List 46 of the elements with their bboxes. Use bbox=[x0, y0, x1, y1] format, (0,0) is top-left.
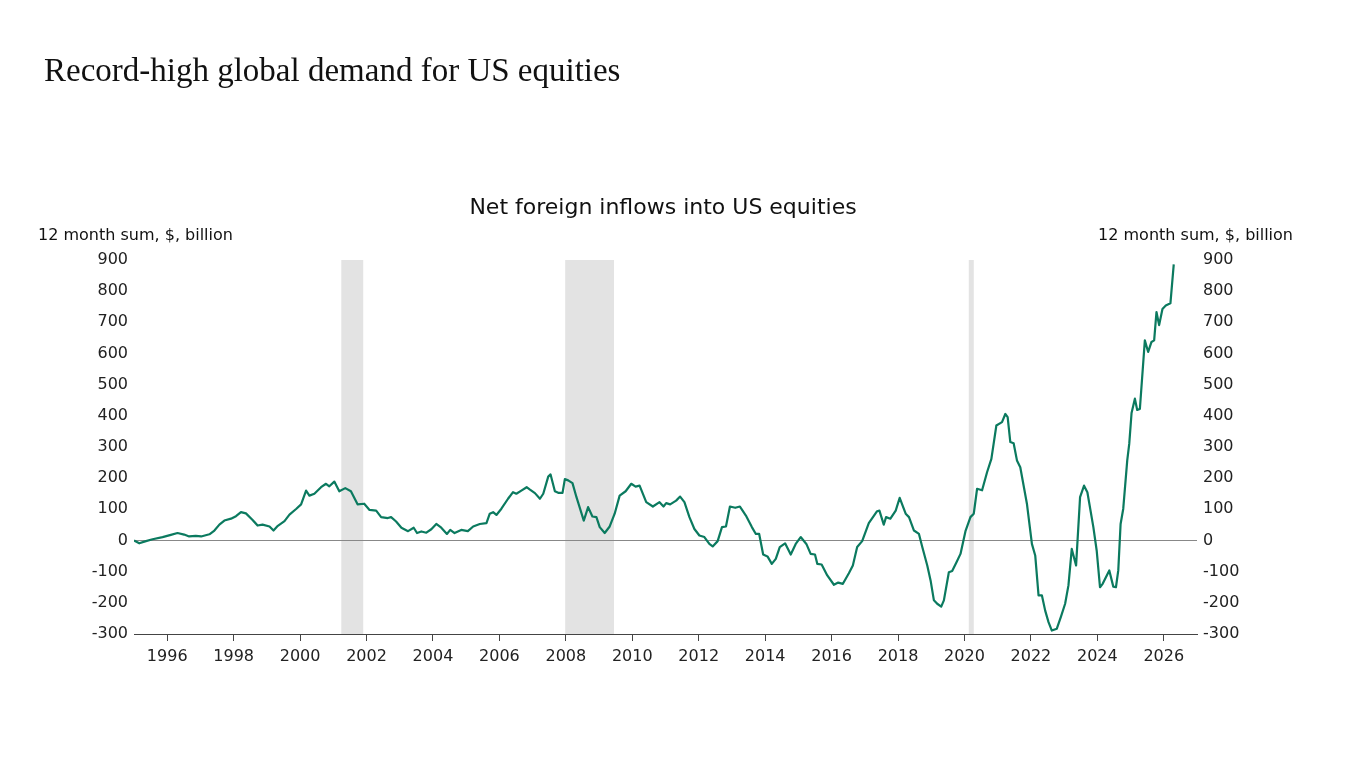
y-tick-label: 900 bbox=[97, 249, 128, 269]
x-tick-label: 2024 bbox=[1076, 645, 1118, 665]
y2-tick-label: 600 bbox=[1203, 342, 1234, 362]
y-tick-label: -300 bbox=[91, 623, 128, 643]
x-tick-label: 2008 bbox=[545, 645, 587, 665]
y-tick-label: -100 bbox=[91, 560, 128, 580]
y-tick-label: -200 bbox=[91, 591, 128, 611]
y2-tick-label: 0 bbox=[1203, 529, 1214, 549]
y2-tick-label: 400 bbox=[1203, 404, 1234, 424]
y2-tick-label: -100 bbox=[1203, 560, 1240, 580]
y-tick-label: 600 bbox=[97, 342, 128, 362]
x-tick-label: 2020 bbox=[944, 645, 985, 665]
y-tick-label: 300 bbox=[97, 436, 128, 456]
x-tick-label: 2016 bbox=[811, 645, 852, 665]
y2-tick-label: -300 bbox=[1203, 623, 1240, 643]
x-tick-label: 2000 bbox=[279, 645, 321, 665]
y-tick-label: 100 bbox=[97, 498, 128, 518]
chart-subtitle: Net foreign inflows into US equities bbox=[469, 194, 857, 219]
y-tick-label: 200 bbox=[97, 467, 128, 487]
y2-tick-label: 900 bbox=[1203, 249, 1234, 269]
y-tick-label: 500 bbox=[97, 373, 128, 393]
x-tick-label: 2012 bbox=[678, 645, 720, 665]
x-tick-label: 2004 bbox=[412, 645, 454, 665]
y2-tick-label: 800 bbox=[1203, 280, 1234, 300]
y-tick-label: 400 bbox=[97, 404, 128, 424]
x-tick-label: 1996 bbox=[146, 645, 188, 665]
y-tick-label: 700 bbox=[97, 311, 128, 331]
y-tick-label: 800 bbox=[97, 280, 128, 300]
x-tick-label: 2014 bbox=[744, 645, 786, 665]
x-tick-label: 2006 bbox=[479, 645, 520, 665]
y2-tick-label: 200 bbox=[1203, 467, 1234, 487]
x-tick-label: 1998 bbox=[213, 645, 255, 665]
y2-tick-label: 500 bbox=[1203, 373, 1234, 393]
chart-title: Record-high global demand for US equities bbox=[44, 52, 621, 89]
y2-axis-title: 12 month sum, $, billion bbox=[1098, 225, 1293, 244]
y2-tick-label: 700 bbox=[1203, 311, 1234, 331]
x-tick-label: 2026 bbox=[1143, 645, 1185, 665]
y-tick-label: 0 bbox=[117, 529, 128, 549]
x-tick-label: 2010 bbox=[611, 645, 653, 665]
y2-tick-label: 100 bbox=[1203, 498, 1234, 518]
y2-tick-label: 300 bbox=[1203, 436, 1234, 456]
x-tick-label: 2018 bbox=[877, 645, 919, 665]
x-tick-label: 2022 bbox=[1010, 645, 1052, 665]
x-tick-label: 2002 bbox=[346, 645, 387, 665]
y-axis-title: 12 month sum, $, billion bbox=[38, 225, 233, 244]
y2-tick-label: -200 bbox=[1203, 591, 1240, 611]
